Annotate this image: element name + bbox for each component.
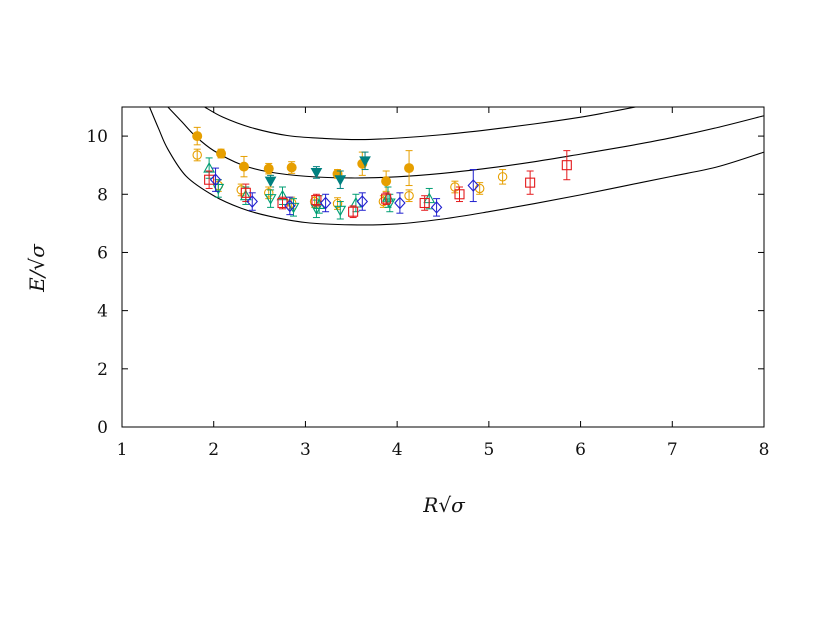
data-point-open-square [419, 195, 430, 211]
x-tick-label: 6 [575, 440, 586, 460]
y-tick-label: 10 [86, 127, 108, 147]
data-point-open-circle [263, 186, 274, 200]
x-tick-label: 8 [759, 440, 770, 460]
x-tick-label: 4 [392, 440, 403, 460]
data-point-open-circle [192, 148, 202, 162]
data-point-filled-triangle-down [359, 151, 371, 171]
axis-ticks: 1 2 3 4 5 6 7 8 0 2 4 6 8 10 [86, 107, 769, 460]
data-point-filled-circle [286, 161, 297, 174]
data-point-open-triangle-down [264, 189, 277, 208]
data-point-filled-circle [263, 162, 274, 175]
data-point-open-triangle-down [334, 201, 347, 220]
data-point-open-square [561, 150, 572, 181]
y-tick-label: 4 [97, 302, 108, 322]
data-point-open-diamond [356, 192, 369, 211]
data-series [192, 126, 572, 220]
data-point-open-diamond [284, 196, 296, 216]
x-axis-label: R√σ [422, 493, 466, 517]
data-point-filled-circle [238, 155, 249, 178]
data-point-open-triangle-up [349, 193, 362, 213]
y-tick-label: 8 [97, 185, 108, 205]
model-curves [149, 107, 764, 226]
data-point-filled-circle [381, 170, 392, 192]
data-point-filled-triangle-down [310, 166, 323, 179]
model-curve-1 [149, 107, 764, 226]
data-point-open-diamond [430, 198, 443, 217]
data-point-open-diamond [209, 167, 222, 192]
data-point-open-square [311, 193, 322, 207]
data-point-open-diamond [246, 192, 258, 211]
x-tick-label: 5 [483, 440, 494, 460]
data-point-filled-triangle-down [264, 174, 277, 188]
plot-frame [121, 106, 765, 428]
model-curve-3 [204, 107, 636, 141]
data-point-open-circle [404, 189, 414, 203]
x-tick-label: 2 [208, 440, 219, 460]
y-tick-label: 6 [97, 243, 108, 263]
x-tick-label: 1 [117, 440, 128, 460]
data-point-open-circle [497, 169, 508, 185]
model-curve-2 [167, 107, 764, 179]
data-point-open-diamond [394, 192, 406, 214]
y-axis-label: E/√σ [25, 243, 49, 293]
data-point-open-square [381, 192, 392, 205]
data-point-filled-triangle-down [334, 170, 347, 189]
data-point-open-diamond [319, 193, 332, 213]
y-tick-label: 2 [97, 360, 108, 380]
data-point-open-square [204, 170, 215, 189]
y-tick-label: 0 [97, 418, 108, 438]
data-point-open-square [348, 205, 359, 219]
data-point-filled-circle [192, 126, 203, 146]
data-point-open-square [454, 186, 465, 203]
data-point-filled-circle [216, 148, 227, 159]
data-point-open-diamond [467, 169, 480, 203]
x-tick-label: 3 [300, 440, 311, 460]
data-point-filled-circle [404, 150, 415, 187]
data-point-open-square [525, 170, 536, 195]
x-tick-label: 7 [667, 440, 678, 460]
